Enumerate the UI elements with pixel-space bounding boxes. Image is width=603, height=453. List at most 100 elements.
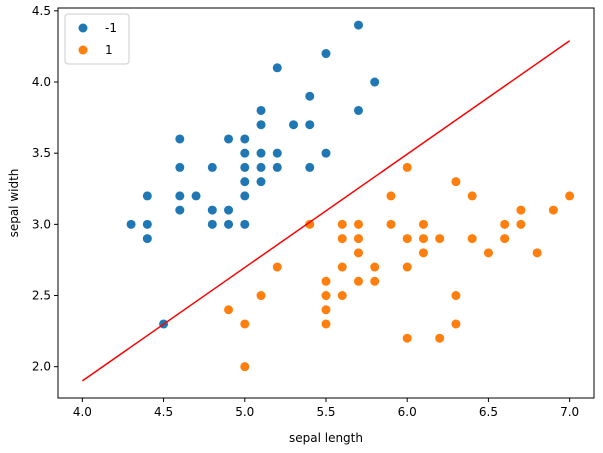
y-axis-label: sepal width — [7, 169, 21, 238]
scatter-point — [256, 120, 266, 130]
scatter-point — [224, 219, 234, 229]
scatter-point — [224, 305, 234, 315]
scatter-point — [370, 276, 380, 286]
scatter-point — [272, 148, 282, 158]
y-tick-label: 2.0 — [32, 360, 51, 374]
scatter-point — [175, 191, 185, 201]
scatter-point — [532, 248, 542, 258]
scatter-point — [240, 177, 250, 187]
axis-ticks: 4.0 4.5 5.0 5.5 6.0 6.5 7.0 2.0 2.5 3.0 3.5 4.0 4.5 — [32, 4, 579, 419]
scatter-point — [305, 219, 315, 229]
scatter-point — [321, 319, 331, 329]
legend: -1 1 — [64, 13, 130, 65]
plot-area — [81, 20, 575, 382]
scatter-point — [321, 305, 331, 315]
scatter-point — [483, 248, 493, 258]
scatter-point — [240, 319, 250, 329]
scatter-point — [467, 191, 477, 201]
scatter-point — [240, 362, 250, 372]
scatter-point — [435, 234, 445, 244]
scatter-point — [305, 120, 315, 130]
scatter-point — [142, 219, 152, 229]
scatter-point — [451, 319, 461, 329]
x-axis-label: sepal length — [289, 431, 363, 445]
scatter-point — [402, 162, 412, 172]
scatter-point — [256, 148, 266, 158]
scatter-point — [305, 91, 315, 101]
legend-label: 1 — [105, 43, 113, 57]
scatter-point — [272, 162, 282, 172]
scatter-point — [516, 205, 526, 215]
scatter-point — [240, 134, 250, 144]
scatter-point — [418, 248, 428, 258]
y-tick-label: 4.5 — [32, 4, 51, 18]
scatter-point — [467, 234, 477, 244]
legend-box — [64, 13, 130, 65]
scatter-point — [353, 105, 363, 115]
scatter-point — [386, 219, 396, 229]
scatter-point — [126, 219, 136, 229]
scatter-point — [353, 276, 363, 286]
scatter-point — [516, 219, 526, 229]
legend-marker — [78, 23, 88, 33]
y-tick-label: 3.5 — [32, 146, 51, 160]
scatter-point — [418, 219, 428, 229]
decision-boundary-line — [81, 40, 571, 382]
scatter-point — [337, 234, 347, 244]
scatter-point — [240, 162, 250, 172]
scatter-point — [353, 234, 363, 244]
scatter-point — [207, 162, 217, 172]
scatter-point — [435, 333, 445, 343]
scatter-point — [240, 148, 250, 158]
scatter-point — [386, 191, 396, 201]
scatter-point — [175, 162, 185, 172]
scatter-point — [418, 234, 428, 244]
scatter-point — [370, 77, 380, 87]
y-tick-label: 4.0 — [32, 75, 51, 89]
scatter-point — [224, 134, 234, 144]
scatter-point — [548, 205, 558, 215]
scatter-point — [353, 248, 363, 258]
scatter-point — [337, 219, 347, 229]
scatter-point — [256, 291, 266, 301]
scatter-point — [240, 219, 250, 229]
scatter-point — [191, 191, 201, 201]
scatter-point — [565, 191, 575, 201]
scatter-point — [240, 191, 250, 201]
scatter-point — [353, 219, 363, 229]
scatter-point — [207, 205, 217, 215]
scatter-point — [142, 191, 152, 201]
scatter-point — [321, 148, 331, 158]
scatter-point — [451, 177, 461, 187]
scatter-point — [207, 219, 217, 229]
scatter-point — [402, 234, 412, 244]
scatter-point — [272, 262, 282, 272]
scatter-point — [289, 120, 299, 130]
scatter-point — [337, 262, 347, 272]
scatter-point — [500, 234, 510, 244]
scatter-point — [500, 219, 510, 229]
axes-frame — [57, 7, 595, 399]
scatter-point — [256, 105, 266, 115]
scatter-point — [402, 262, 412, 272]
x-tick-label: 6.0 — [398, 405, 417, 419]
y-tick-label: 3.0 — [32, 217, 51, 231]
scatter-point — [256, 162, 266, 172]
scatter-point — [451, 291, 461, 301]
legend-marker — [78, 45, 88, 55]
scatter-point — [142, 234, 152, 244]
x-tick-label: 7.0 — [560, 405, 579, 419]
scatter-point — [353, 20, 363, 30]
x-tick-label: 4.0 — [73, 405, 92, 419]
scatter-point — [321, 49, 331, 59]
scatter-point — [321, 291, 331, 301]
scatter-point — [175, 134, 185, 144]
x-tick-label: 5.5 — [316, 405, 335, 419]
y-tick-label: 2.5 — [32, 289, 51, 303]
scatter-point — [370, 262, 380, 272]
scatter-point — [256, 177, 266, 187]
scatter-point — [402, 333, 412, 343]
scatter-point — [321, 276, 331, 286]
x-tick-label: 6.5 — [479, 405, 498, 419]
scatter-point — [337, 291, 347, 301]
